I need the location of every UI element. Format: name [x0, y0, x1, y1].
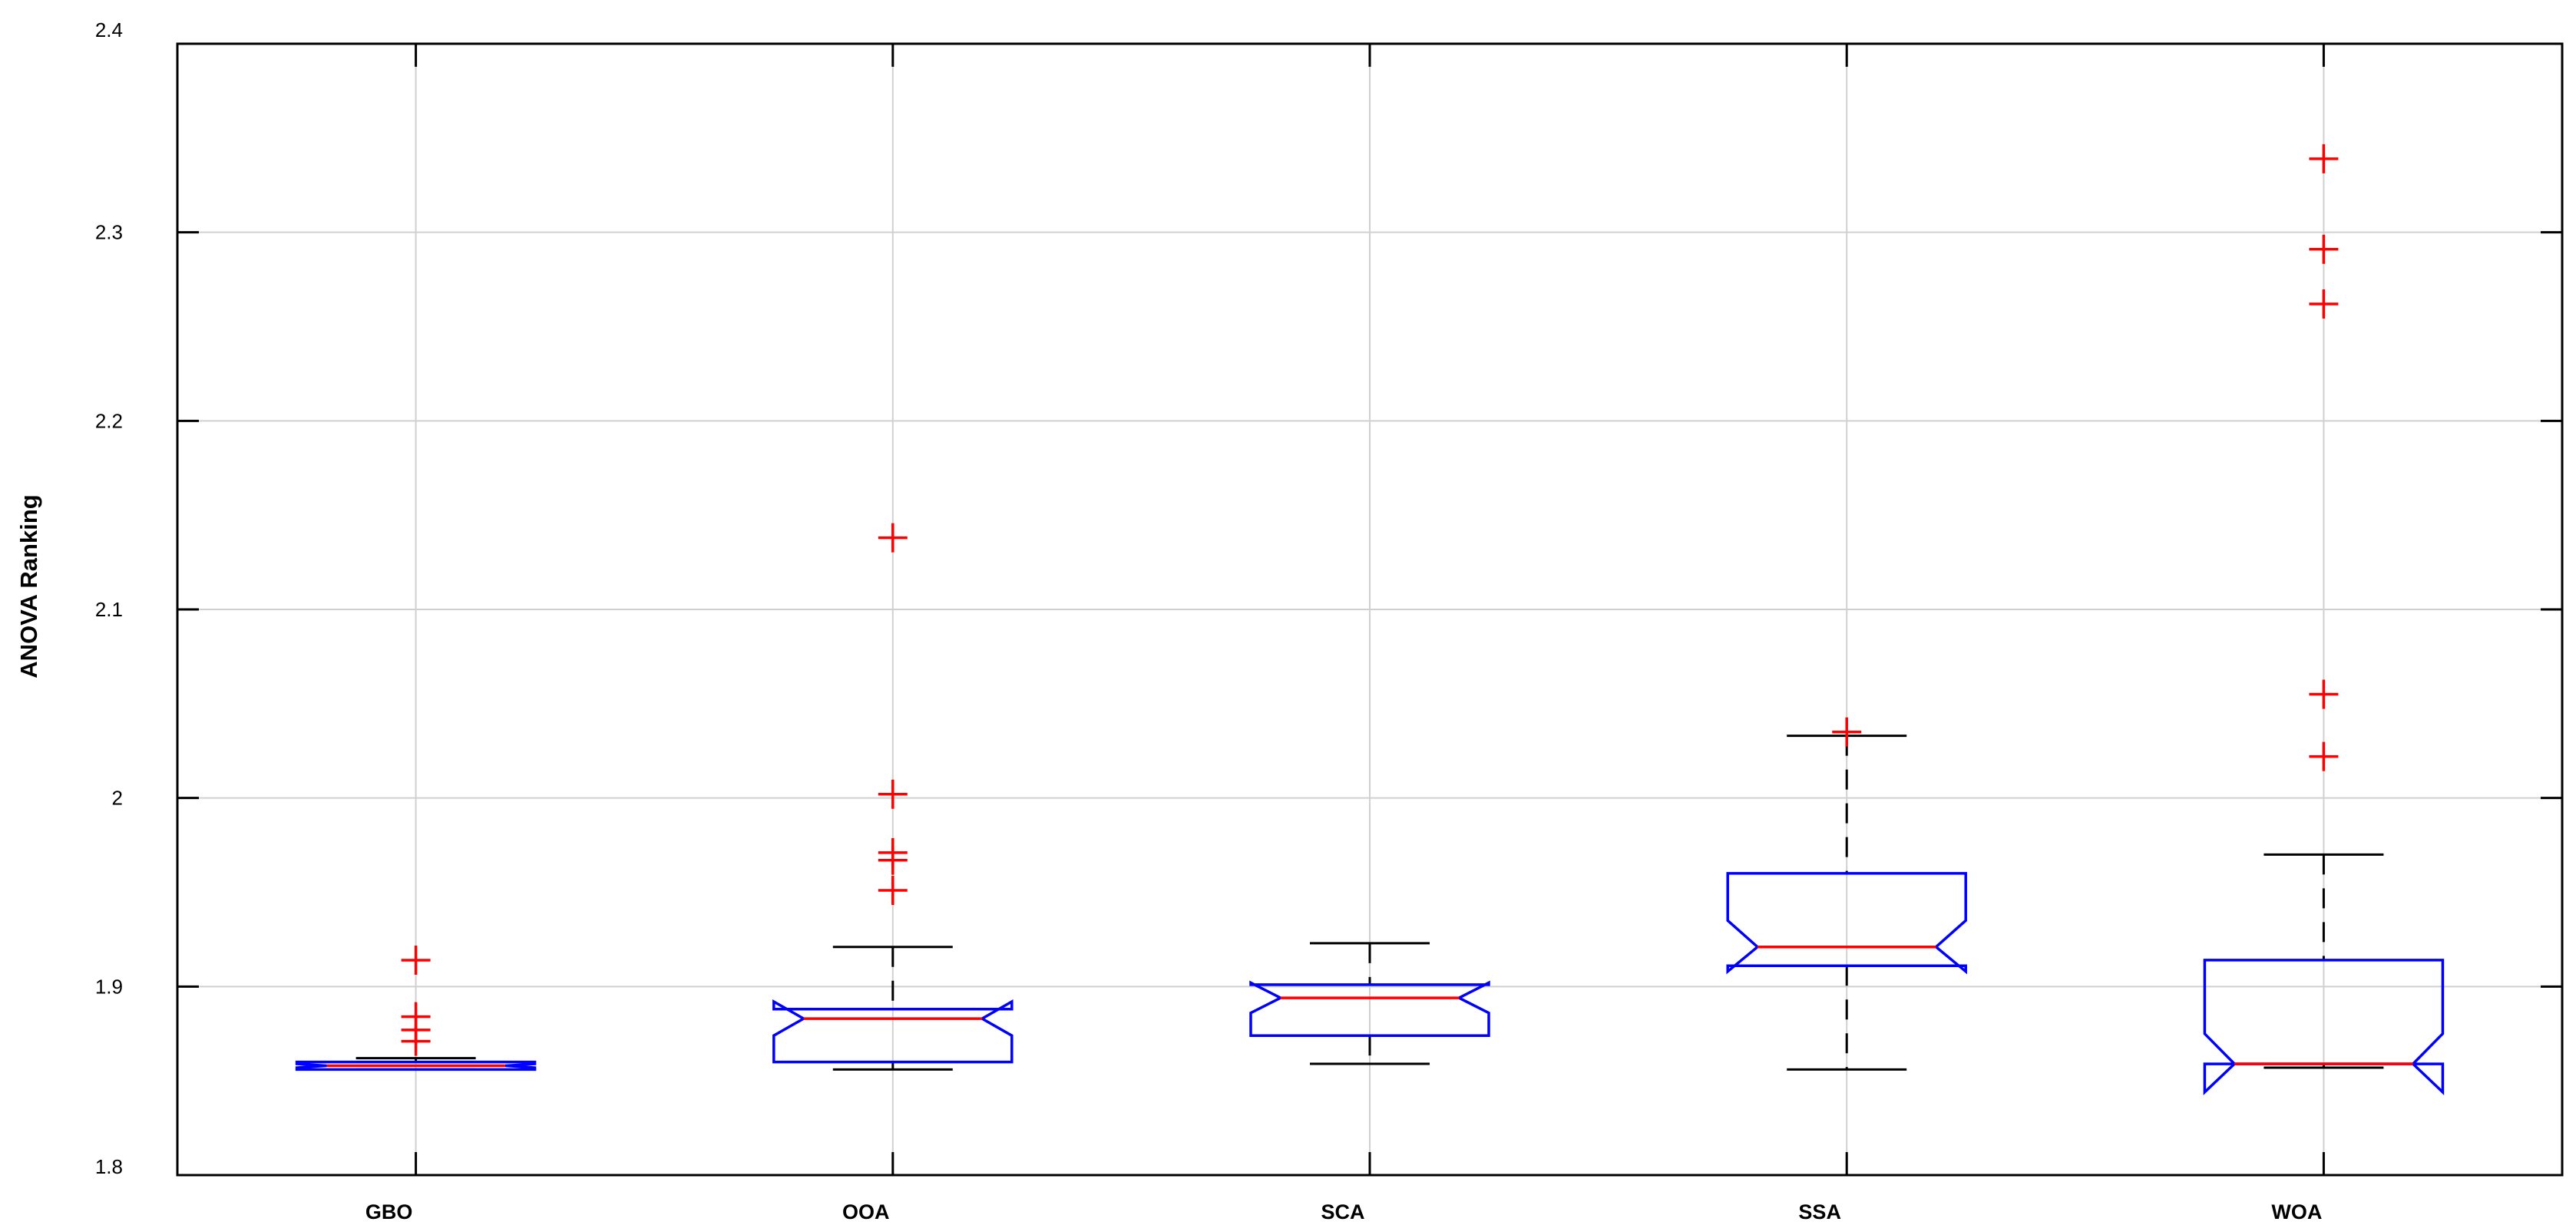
y-tick-label: 2.2: [95, 409, 123, 432]
outlier-marker: [2309, 234, 2339, 264]
outlier-marker: [878, 523, 908, 553]
outlier-marker: [878, 779, 908, 809]
outlier-marker: [878, 837, 908, 867]
y-tick-label: 2: [112, 787, 123, 810]
box-gbo: [295, 945, 537, 1071]
y-tick-label: 1.9: [95, 975, 123, 998]
outlier-marker: [2309, 741, 2339, 771]
outlier-marker: [2309, 144, 2339, 173]
notched-box: [1249, 980, 1490, 1037]
notched-box: [2203, 959, 2445, 1095]
notched-box: [772, 999, 1014, 1064]
box-sca: [1249, 942, 1490, 1065]
x-category-label: SSA: [1798, 1200, 1841, 1223]
x-category-label: SCA: [1321, 1200, 1364, 1223]
outlier-marker: [401, 945, 431, 975]
grid-lines: [177, 44, 2562, 1175]
y-tick-label: 2.1: [95, 598, 123, 621]
y-tick-label: 2.4: [95, 18, 123, 41]
box-series: [295, 144, 2445, 1095]
y-tick-label: 1.8: [95, 1155, 123, 1178]
box-woa: [2203, 144, 2445, 1095]
outlier-marker: [2309, 679, 2339, 709]
notched-box: [1726, 872, 1967, 975]
notched-box: [295, 1060, 537, 1071]
y-tick-labels: 1.8 1.9 2 2.1 2.2 2.3 2.4: [95, 18, 123, 1178]
x-category-label: OOA: [842, 1200, 890, 1223]
x-category-label: GBO: [365, 1200, 413, 1223]
outlier-marker: [1832, 717, 1862, 747]
outlier-marker: [878, 876, 908, 906]
y-tick-label: 2.3: [95, 221, 123, 244]
y-axis-title: ANOVA Ranking: [15, 494, 42, 678]
x-category-labels: GBO OOA SCA SSA WOA: [365, 1200, 2323, 1223]
box-ooa: [772, 523, 1014, 1071]
plot-area-frame: [176, 42, 2564, 1177]
x-category-label: WOA: [2271, 1200, 2322, 1223]
box-ssa: [1726, 717, 1967, 1071]
outlier-marker: [2309, 289, 2339, 319]
outlier-marker: [401, 1002, 431, 1032]
